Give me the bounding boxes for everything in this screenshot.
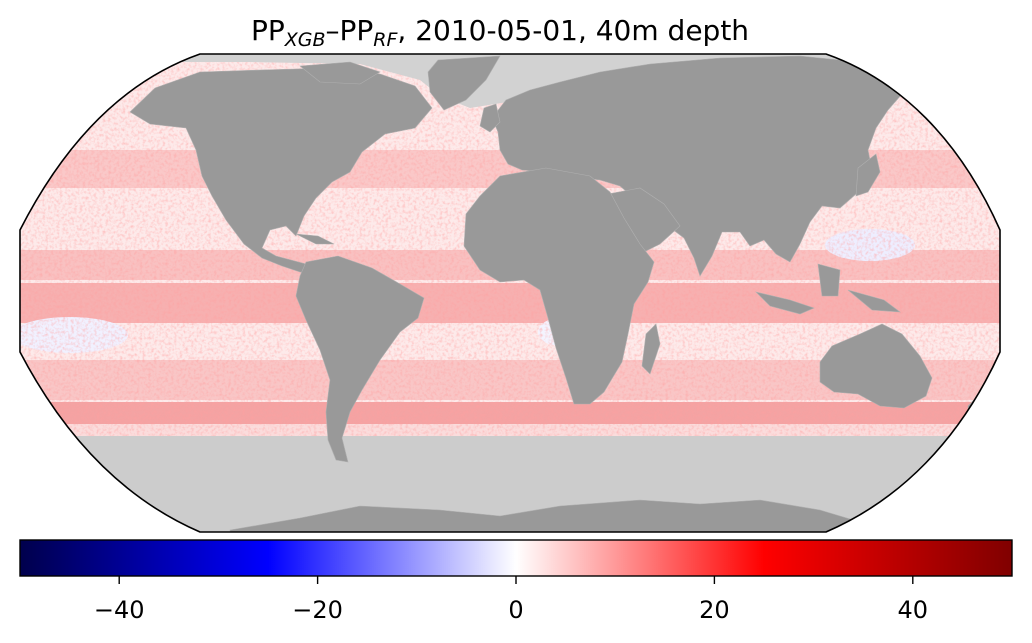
title-subscript-xgb: XGB	[284, 29, 326, 51]
colorbar	[19, 539, 1013, 577]
land-antarctica	[229, 499, 861, 532]
map-area	[20, 54, 1000, 532]
colorbar-tick-label: 0	[508, 596, 524, 624]
land-south-america	[295, 255, 425, 463]
colorbar-ticks	[118, 576, 914, 584]
colorbar-tick-label: 20	[699, 596, 730, 624]
land-eurasia	[491, 55, 903, 277]
colorbar-tick-label: 40	[897, 596, 929, 624]
land-japan	[855, 153, 881, 197]
map-title: PPXGB–PPRF, 2010-05-01, 40m depth	[250, 14, 750, 51]
colorbar-tick-label: −40	[93, 596, 145, 624]
land-britain	[479, 103, 501, 133]
land-australia	[819, 323, 933, 409]
land-greenland	[427, 55, 501, 111]
land	[129, 55, 981, 532]
map-outline	[19, 53, 1001, 533]
title-subscript-rf: RF	[373, 29, 398, 51]
colorbar-tick-label: −20	[292, 596, 343, 624]
land-africa	[463, 167, 655, 405]
land-caribbean	[295, 233, 335, 245]
land-indonesia	[755, 263, 901, 315]
land-north-america	[129, 67, 433, 275]
land-madagascar	[641, 323, 661, 375]
land-arctic-islands	[299, 61, 381, 85]
